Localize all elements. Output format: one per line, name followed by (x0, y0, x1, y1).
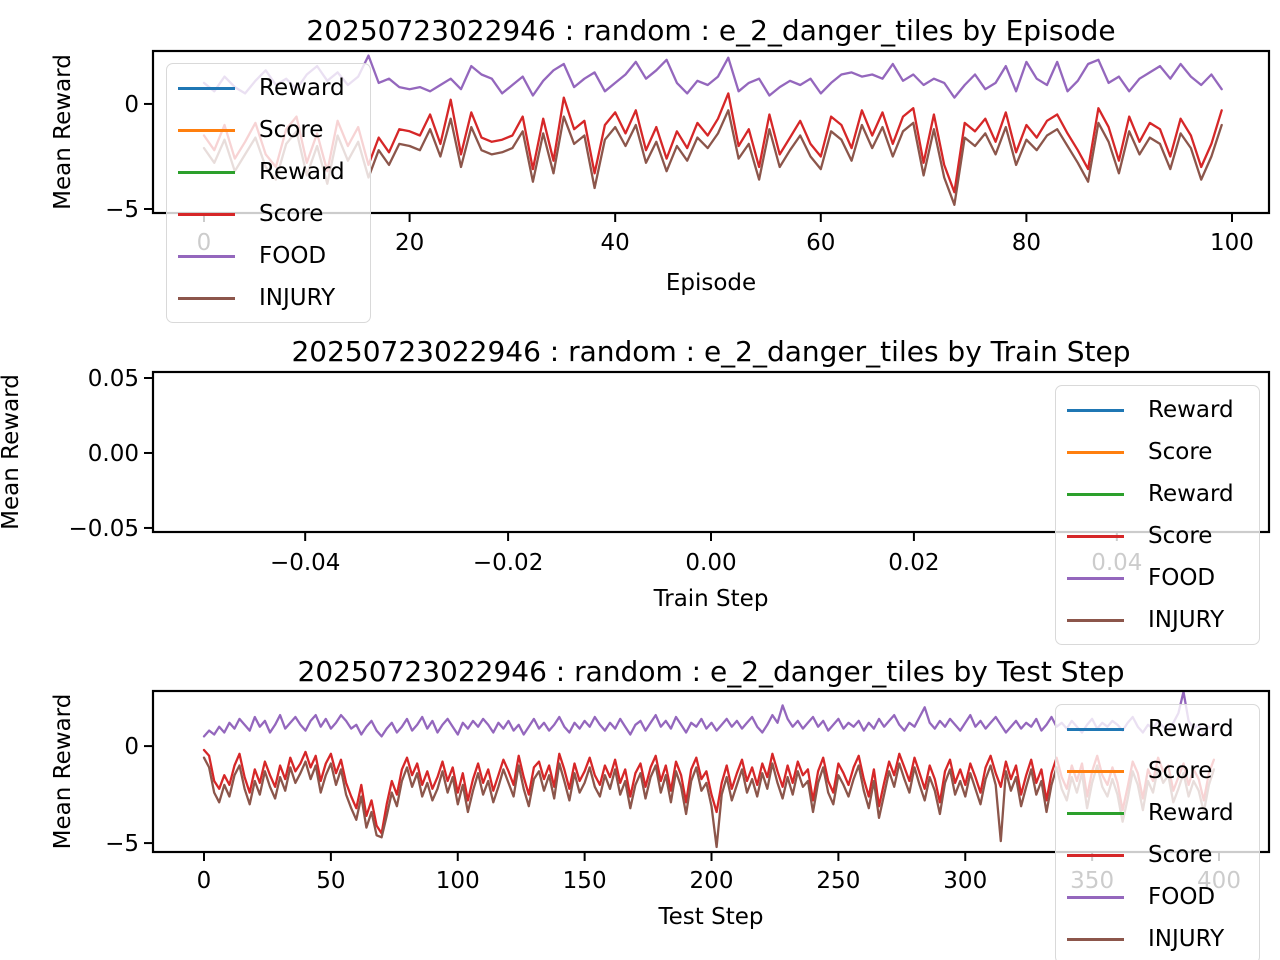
legend-item: Score (167, 109, 370, 151)
axes-spines (151, 49, 1271, 215)
legend-item-label: Reward (1148, 715, 1234, 742)
x-tick-label: 40 (601, 230, 630, 256)
legend-item-label: Score (259, 116, 324, 143)
y-tick-label: −0.05 (69, 516, 139, 542)
legend-item: FOOD (167, 235, 370, 277)
x-tick-label: 100 (1210, 230, 1254, 256)
legend-item: Reward (1056, 473, 1259, 515)
legend-line-swatch (178, 254, 235, 258)
series-line-injury-5 (202, 756, 1216, 849)
x-tick-label: 100 (436, 868, 480, 894)
legend-item-label: INJURY (259, 284, 336, 311)
x-tick-label: 300 (943, 868, 987, 894)
legend-item-label: Score (1148, 841, 1213, 868)
x-tick-label: 60 (806, 230, 835, 256)
x-tick-label: 20 (395, 230, 424, 256)
legend-item-label: Score (1148, 757, 1213, 784)
legend-train-step: Reward Score Reward Score FOOD INJURY (1055, 385, 1260, 645)
legend-line-swatch (178, 212, 235, 216)
legend-item: Score (1056, 431, 1259, 473)
series-line-score-3 (202, 748, 1216, 835)
y-tick-label: 0.00 (88, 441, 139, 467)
legend-item: INJURY (1056, 918, 1259, 960)
x-tick-label: −0.02 (473, 550, 543, 576)
legend-item-label: FOOD (1148, 883, 1216, 910)
legend-line-swatch (1067, 727, 1124, 731)
legend-line-swatch (1067, 811, 1124, 815)
x-tick-label: 80 (1012, 230, 1041, 256)
x-tick-label: 0.02 (888, 550, 939, 576)
legend-line-swatch (1067, 937, 1124, 941)
legend-item: Reward (167, 151, 370, 193)
legend-item: Score (167, 193, 370, 235)
legend-line-swatch (1067, 895, 1124, 899)
legend-item: Score (1056, 750, 1259, 792)
legend-line-swatch (178, 86, 235, 90)
legend-item: INJURY (1056, 599, 1259, 641)
legend-item: Score (1056, 515, 1259, 557)
y-tick-label: 0 (124, 734, 139, 760)
legend-item: FOOD (1056, 557, 1259, 599)
legend-item-label: Score (259, 200, 324, 227)
y-axis-label: Mean Reward (0, 374, 24, 530)
legend-item-label: INJURY (1148, 606, 1225, 633)
y-axis-label: Mean Reward (50, 54, 76, 210)
x-tick-label: 50 (316, 868, 345, 894)
legend-item: INJURY (167, 277, 370, 319)
chart-title: 20250723022946 : random : e_2_danger_til… (291, 335, 1130, 368)
y-axis-label: Mean Reward (50, 694, 76, 850)
y-tick-label: −5 (105, 831, 139, 857)
legend-item: FOOD (1056, 876, 1259, 918)
series-line-score-3 (202, 92, 1223, 194)
legend-line-swatch (1067, 576, 1124, 580)
legend-test-step: Reward Score Reward Score FOOD INJURY (1055, 704, 1260, 960)
chart-title: 20250723022946 : random : e_2_danger_til… (306, 14, 1115, 47)
series-line-injury-5 (202, 109, 1223, 206)
x-tick-label: 200 (690, 868, 734, 894)
legend-item-label: Reward (1148, 396, 1234, 423)
axes-spines (151, 370, 1271, 534)
legend-item-label: Score (1148, 438, 1213, 465)
legend-item: Reward (1056, 708, 1259, 750)
legend-line-swatch (1067, 853, 1124, 857)
legend-item-label: FOOD (1148, 564, 1216, 591)
y-tick-label: 0 (124, 92, 139, 118)
legend-line-swatch (1067, 534, 1124, 538)
legend-line-swatch (1067, 769, 1124, 773)
x-axis-label: Episode (666, 270, 756, 296)
chart-title: 20250723022946 : random : e_2_danger_til… (298, 655, 1125, 688)
legend-line-swatch (178, 128, 235, 132)
x-tick-label: −0.04 (270, 550, 340, 576)
legend-item: Reward (1056, 389, 1259, 431)
legend-item-label: Reward (1148, 480, 1234, 507)
legend-episode: Reward Score Reward Score FOOD INJURY (166, 63, 371, 323)
x-axis-label: Train Step (653, 586, 769, 612)
x-tick-label: 0.00 (685, 550, 736, 576)
series-line-food-4 (202, 54, 1223, 99)
x-tick-label: 0 (197, 868, 212, 894)
y-tick-label: −5 (105, 197, 139, 223)
legend-item-label: Score (1148, 522, 1213, 549)
legend-line-swatch (1067, 450, 1124, 454)
series-line-food-4 (202, 690, 1216, 738)
legend-line-swatch (178, 296, 235, 300)
legend-item-label: Reward (259, 74, 345, 101)
legend-line-swatch (1067, 618, 1124, 622)
y-tick-label: 0.05 (88, 366, 139, 392)
legend-item-label: Reward (259, 158, 345, 185)
legend-item: Reward (167, 67, 370, 109)
legend-line-swatch (1067, 492, 1124, 496)
legend-item: Reward (1056, 792, 1259, 834)
x-tick-label: 250 (816, 868, 860, 894)
legend-line-swatch (1067, 408, 1124, 412)
legend-line-swatch (178, 170, 235, 174)
legend-item-label: INJURY (1148, 925, 1225, 952)
x-axis-label: Test Step (658, 904, 764, 930)
legend-item: Score (1056, 834, 1259, 876)
x-tick-label: 150 (563, 868, 607, 894)
legend-item-label: FOOD (259, 242, 327, 269)
axes-spines (151, 689, 1271, 854)
legend-item-label: Reward (1148, 799, 1234, 826)
